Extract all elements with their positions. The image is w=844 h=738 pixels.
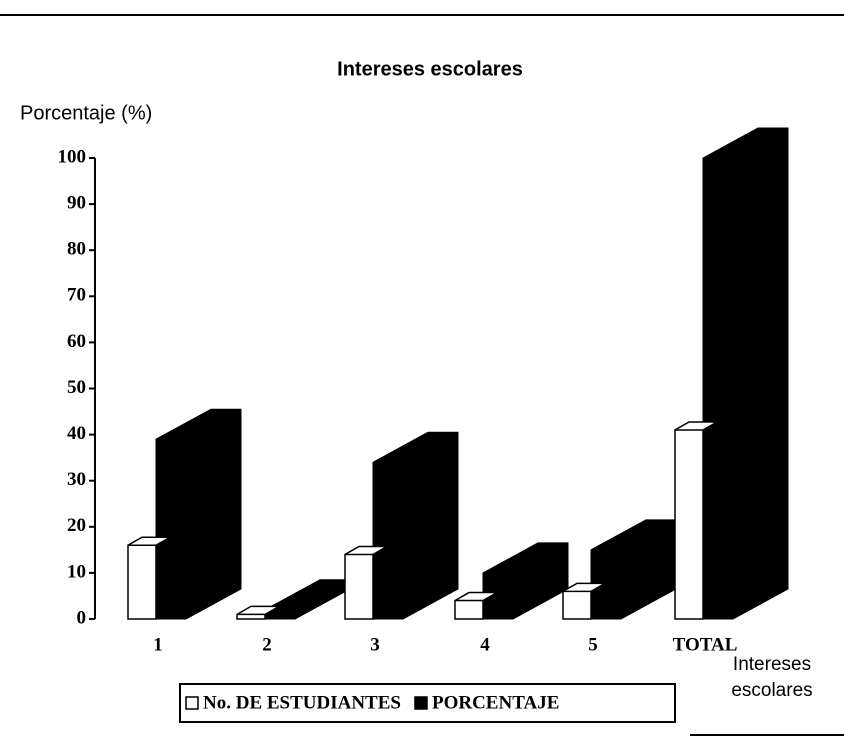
chart-title: Intereses escolares — [337, 58, 523, 80]
y-tick-label: 0 — [77, 607, 87, 628]
bar — [562, 582, 608, 620]
x-tick-label: TOTAL — [673, 634, 738, 655]
bar — [674, 421, 720, 620]
x-tick-label: 4 — [480, 634, 490, 655]
x-tick-label: 1 — [153, 634, 163, 655]
legend-box — [179, 683, 676, 723]
x-tick-label: 5 — [588, 634, 598, 655]
y-tick-label: 30 — [67, 469, 86, 490]
bar — [590, 519, 677, 620]
y-tick-label: 60 — [67, 331, 86, 352]
y-tick-label: 100 — [58, 146, 87, 167]
y-tick-label: 70 — [67, 285, 86, 306]
y-tick-label: 20 — [67, 515, 86, 536]
y-tick-label: 50 — [67, 377, 86, 398]
x-tick-label: 2 — [262, 634, 272, 655]
legend-label: No. DE ESTUDIANTES — [203, 692, 401, 713]
bar — [264, 579, 351, 620]
bar — [127, 536, 173, 620]
legend-swatch — [414, 696, 428, 710]
bar — [454, 591, 500, 620]
y-tick-label: 10 — [67, 561, 86, 582]
x-tick-label: 3 — [370, 634, 380, 655]
y-tick-label: 40 — [67, 423, 86, 444]
bar — [482, 542, 569, 620]
bar — [236, 605, 282, 620]
y-tick-label: 90 — [67, 192, 86, 213]
y-tick-label: 80 — [67, 239, 86, 260]
bar — [155, 408, 242, 620]
bar — [372, 431, 459, 620]
legend-label: PORCENTAJE — [432, 692, 559, 713]
legend-swatch — [185, 696, 199, 710]
y-axis-title: Porcentaje (%) — [20, 102, 152, 124]
bar — [344, 545, 390, 620]
x-axis-title: Intereses escolares — [731, 654, 813, 701]
bar — [702, 127, 789, 620]
